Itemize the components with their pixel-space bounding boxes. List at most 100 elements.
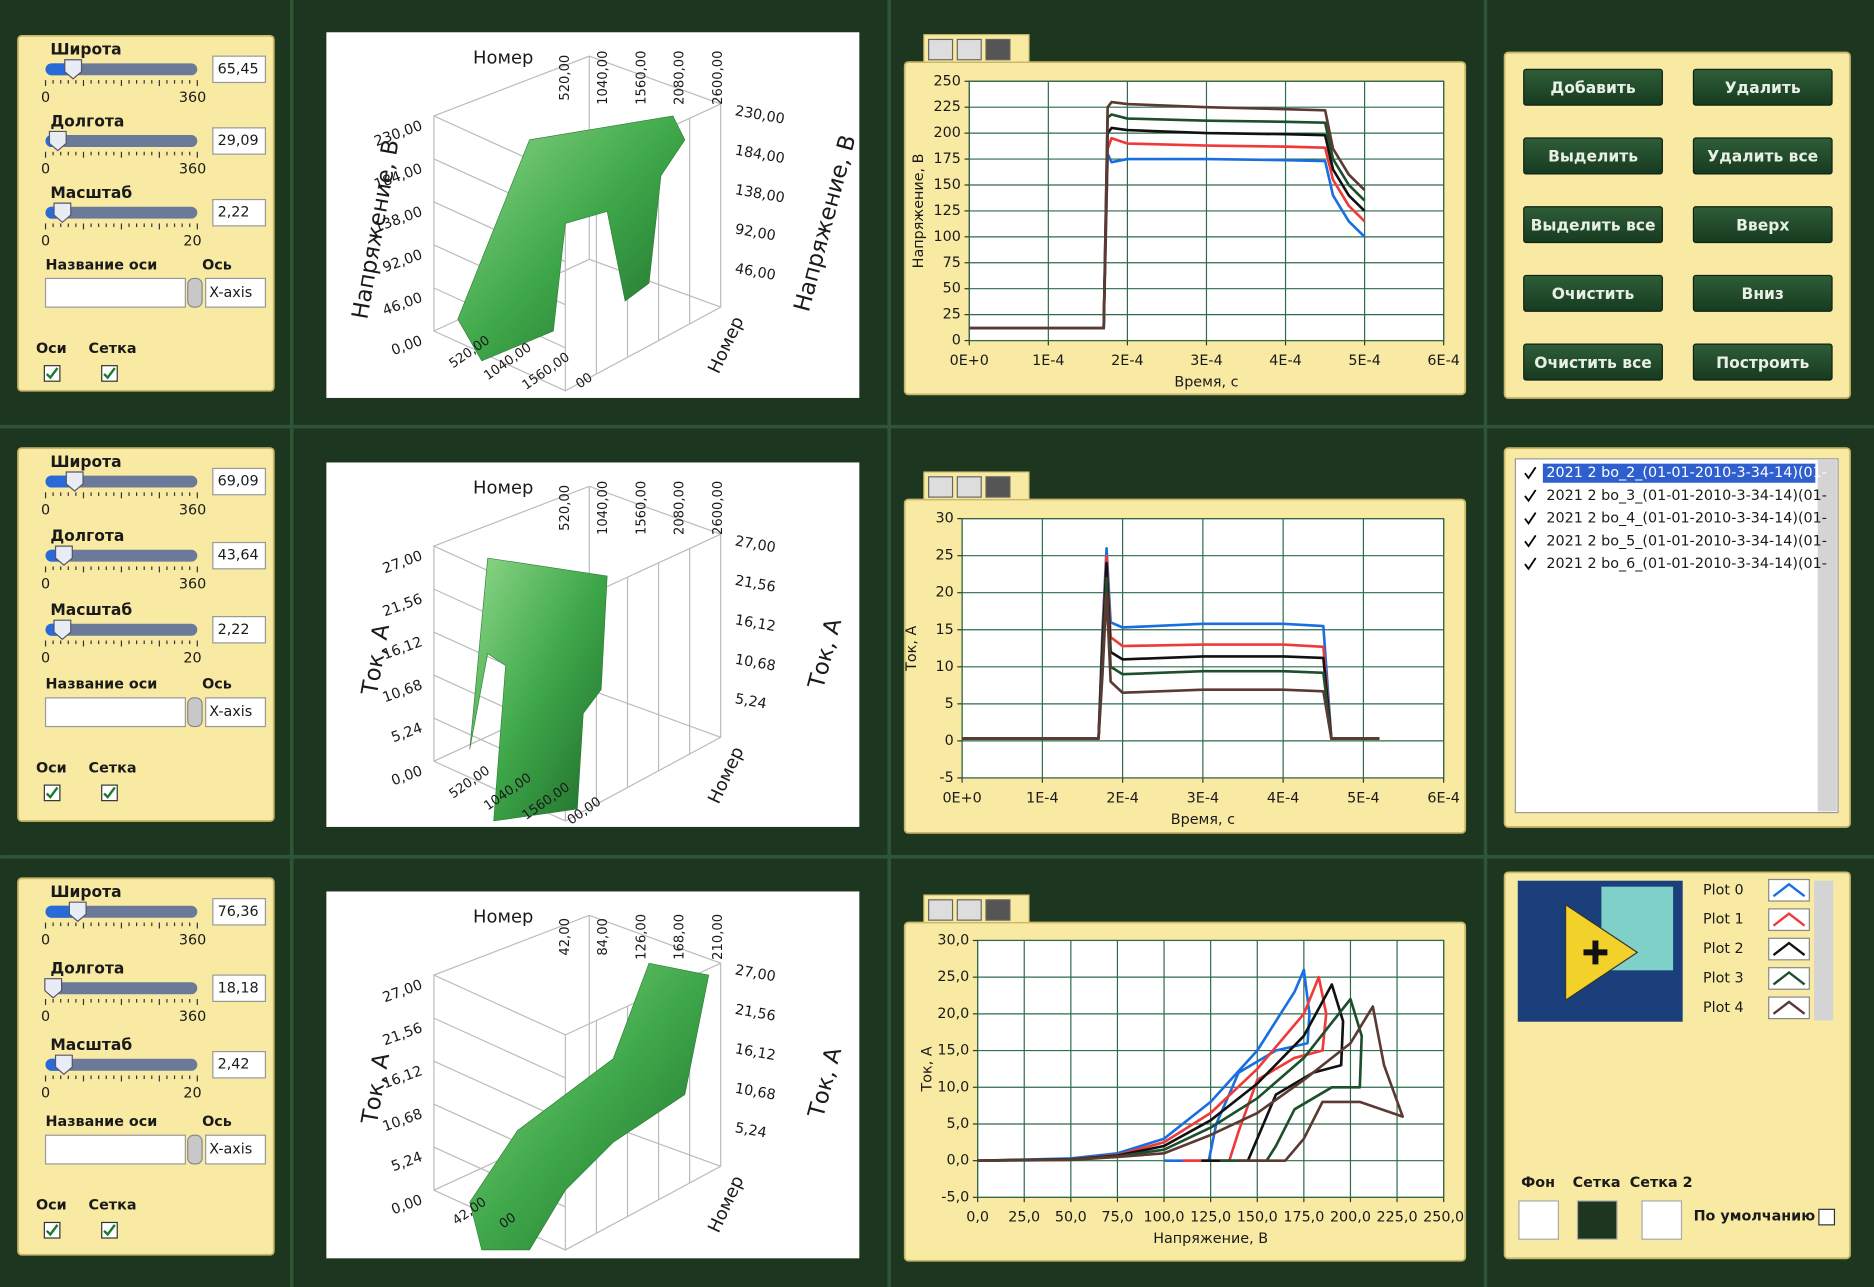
checkbox[interactable]	[1818, 1208, 1836, 1226]
value-box[interactable]	[212, 898, 267, 926]
y-tick-label: 150	[934, 177, 961, 193]
slider-thumb[interactable]	[53, 202, 72, 224]
button-label: Удалить все	[1707, 148, 1818, 166]
value-box[interactable]	[212, 467, 267, 496]
y-tick-label: 15,0	[937, 1043, 969, 1059]
slider-thumb[interactable]	[54, 1054, 73, 1076]
value-box[interactable]	[212, 541, 267, 570]
x-tick-label: 1E-4	[1026, 790, 1058, 806]
x-tick-top: 168,00	[673, 914, 688, 960]
value-box[interactable]	[212, 974, 267, 1002]
series-line	[969, 100, 1366, 330]
slider-thumb[interactable]	[64, 59, 83, 80]
slider-track[interactable]	[45, 549, 198, 562]
toolbar-button[interactable]	[985, 476, 1011, 498]
axis-name-input[interactable]	[44, 697, 186, 728]
slider-value: 2,42	[218, 1057, 250, 1073]
value-box[interactable]	[212, 127, 267, 155]
x-tick-label: 2E-4	[1106, 790, 1138, 806]
axes-checkbox-label: Оси	[36, 1198, 67, 1214]
axis-name-input[interactable]	[44, 277, 186, 308]
x-tick-top: 2080,00	[673, 51, 688, 105]
legend-swatch-box[interactable]	[1768, 908, 1810, 932]
legend-swatch-box[interactable]	[1768, 996, 1810, 1020]
axis-name-input[interactable]	[44, 1134, 186, 1165]
slider-track[interactable]	[45, 982, 198, 995]
y-tick-label: -5	[939, 770, 953, 786]
slider-thumb[interactable]	[53, 619, 72, 641]
list-scrollbar[interactable]	[1817, 460, 1837, 812]
slider-max: 20	[183, 1085, 201, 1101]
slider-thumb[interactable]	[68, 901, 87, 923]
toolbar-button[interactable]	[985, 899, 1011, 921]
z-tick-right: 27,00	[734, 962, 777, 985]
toolbar-button[interactable]	[956, 38, 982, 61]
slider-track[interactable]	[45, 63, 198, 76]
list-selection	[1542, 463, 1816, 483]
button[interactable]	[1692, 274, 1833, 312]
legend-swatch-box[interactable]	[1768, 878, 1810, 902]
slider-label: Масштаб	[50, 601, 132, 619]
slider-thumb[interactable]	[48, 130, 67, 152]
toolbar-button[interactable]	[928, 899, 954, 921]
button[interactable]	[1523, 274, 1663, 312]
list-item[interactable]: 2021 2 bo_5_(01-01-2010-3-34-14)(01-	[1546, 533, 1827, 549]
list-item[interactable]: 2021 2 bo_3_(01-01-2010-3-34-14)(01-	[1546, 488, 1827, 504]
axis-select[interactable]	[205, 1134, 267, 1165]
x-tick-top: 126,00	[634, 914, 649, 960]
value-box[interactable]	[212, 616, 267, 644]
x-tick-label: 50,0	[1055, 1210, 1087, 1226]
legend-swatch-box[interactable]	[1768, 937, 1810, 961]
legend-scrollbar[interactable]	[1814, 880, 1834, 1021]
color-box[interactable]	[1576, 1200, 1618, 1240]
toolbar-button[interactable]	[928, 38, 954, 61]
button[interactable]	[1523, 343, 1663, 381]
slider-track[interactable]	[45, 1058, 198, 1071]
x-tick-label: 200,0	[1330, 1210, 1371, 1226]
x-tick-label: 1E-4	[1032, 353, 1064, 369]
slider-track[interactable]	[45, 623, 198, 636]
toolbar-button[interactable]	[985, 38, 1011, 61]
button[interactable]	[1523, 68, 1663, 106]
color-box[interactable]	[1518, 1200, 1559, 1240]
axis-spinner[interactable]	[187, 277, 203, 308]
toolbar-button[interactable]	[928, 476, 954, 498]
button[interactable]	[1523, 137, 1663, 175]
slider-thumb[interactable]	[44, 978, 63, 999]
list-item[interactable]: 2021 2 bo_2_(01-01-2010-3-34-14)(01-	[1546, 465, 1827, 481]
button[interactable]	[1692, 68, 1833, 106]
value-box[interactable]	[212, 55, 267, 84]
slider-label: Долгота	[50, 960, 124, 978]
color-box[interactable]	[1641, 1200, 1683, 1240]
slider-track[interactable]	[45, 135, 198, 147]
slider-thumb[interactable]	[65, 471, 84, 492]
toolbar-button[interactable]	[956, 899, 982, 921]
legend-swatch-box[interactable]	[1768, 967, 1810, 990]
button[interactable]	[1692, 206, 1833, 244]
slider-value: 65,45	[218, 61, 259, 77]
slider-label: Широта	[50, 883, 121, 901]
slider-track[interactable]	[45, 206, 198, 219]
toolbar-button[interactable]	[956, 476, 982, 498]
list-item[interactable]: 2021 2 bo_6_(01-01-2010-3-34-14)(01-	[1546, 556, 1827, 572]
button[interactable]	[1692, 137, 1833, 175]
plot3d-grid	[433, 1017, 566, 1079]
y-tick-label: 75	[943, 255, 961, 271]
axis-select[interactable]	[205, 697, 267, 728]
slider-thumb[interactable]	[54, 545, 73, 567]
button[interactable]	[1692, 343, 1833, 381]
axis-spinner[interactable]	[187, 697, 203, 728]
legend-label: Plot 4	[1703, 1000, 1744, 1016]
button[interactable]	[1523, 206, 1663, 244]
value-box[interactable]	[212, 1050, 267, 1079]
z-tick-right: 21,56	[734, 573, 777, 596]
value-box[interactable]	[212, 198, 267, 227]
axis-spinner[interactable]	[187, 1134, 203, 1165]
y-tick-label: 15	[935, 622, 953, 638]
y-tick-label: 5,0	[946, 1116, 969, 1132]
axis-select[interactable]	[205, 277, 267, 308]
list-item[interactable]: 2021 2 bo_4_(01-01-2010-3-34-14)(01-	[1546, 511, 1827, 527]
list-check	[1524, 466, 1537, 480]
button-label: Очистить	[1552, 285, 1635, 303]
y-tick-label: 30,0	[937, 932, 969, 948]
